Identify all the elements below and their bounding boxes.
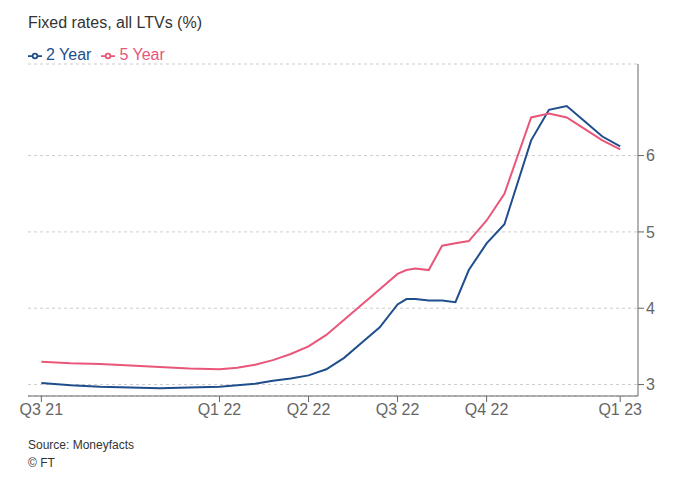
svg-text:4: 4 [646,300,655,317]
svg-text:Q1 22: Q1 22 [198,401,242,418]
html-text:5 Year: 5 Year [119,46,165,63]
html-text:2 Year: 2 Year [46,46,92,63]
svg-text:6: 6 [646,147,655,164]
html-text:© FT: © FT [28,456,55,470]
svg-text:Q2 22: Q2 22 [287,401,331,418]
svg-text:5: 5 [646,224,655,241]
svg-text:Q1 23: Q1 23 [598,401,642,418]
html-text:Source: Moneyfacts: Source: Moneyfacts [28,438,135,452]
svg-text:Q4 22: Q4 22 [465,401,509,418]
svg-text:Q3 21: Q3 21 [20,401,64,418]
svg-text:3: 3 [646,376,655,393]
svg-text:Q3 22: Q3 22 [376,401,420,418]
html-text:Fixed rates, all LTVs (%): Fixed rates, all LTVs (%) [28,14,202,31]
